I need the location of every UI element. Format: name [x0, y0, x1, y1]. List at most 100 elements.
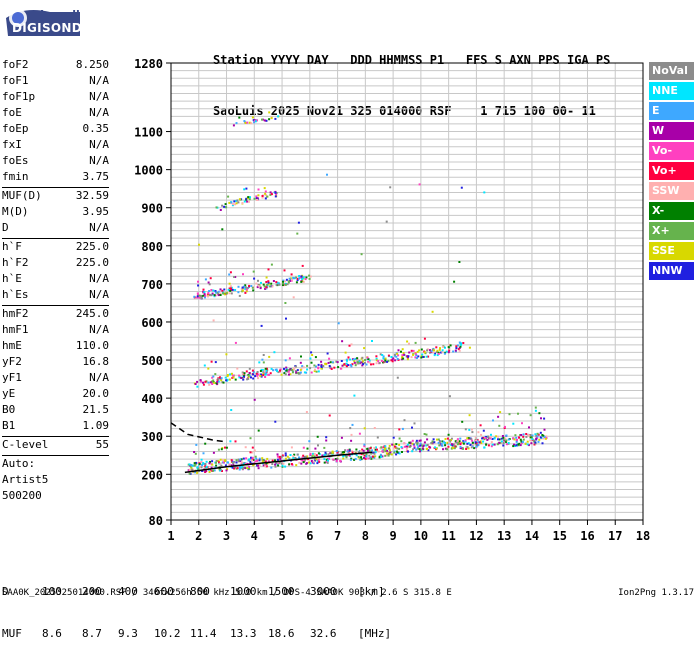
echo-point [535, 437, 538, 440]
echo-point [414, 356, 417, 359]
echo-point [249, 451, 252, 454]
echo-point [431, 440, 434, 443]
echo-point [459, 443, 462, 446]
params-group-clevel: C-level 55 [2, 437, 109, 453]
echo-point [230, 287, 232, 290]
echo-point [256, 119, 258, 122]
distance-value: 1000 [230, 585, 257, 598]
echo-point [415, 354, 418, 357]
echo-point [232, 462, 235, 465]
echo-point [305, 462, 308, 465]
echo-point [266, 195, 269, 198]
echo-point [466, 442, 469, 445]
echo-point [416, 446, 419, 449]
echo-point [520, 434, 523, 436]
file-info: SAA0K_2025325014000.RSF / 340fx256h 50 k… [2, 588, 452, 598]
echo-point [449, 344, 452, 347]
echo-point [235, 199, 238, 202]
param-value: 8.250 [75, 58, 109, 71]
logo-shape [6, 9, 80, 36]
legend-item-e: E [649, 102, 694, 120]
echo-point [265, 372, 267, 375]
echo-point [287, 370, 290, 373]
echo-point [423, 433, 426, 435]
echo-point [467, 438, 470, 441]
echo-point [358, 457, 361, 460]
echo-point [327, 457, 330, 460]
x-tick-label: 9 [390, 529, 397, 543]
echo-point [475, 439, 478, 442]
echo-point [336, 452, 339, 455]
echo-point [214, 361, 217, 364]
echo-point [381, 455, 384, 458]
echo-point [218, 468, 221, 471]
echo-point [302, 454, 305, 457]
echo-point [300, 280, 303, 283]
echo-point [263, 119, 266, 122]
echo-point [278, 282, 280, 285]
echo-point [231, 376, 234, 379]
echo-point [259, 287, 262, 290]
echo-point [276, 455, 279, 458]
echo-point [517, 412, 519, 415]
noise-point [337, 322, 340, 325]
echo-point [198, 294, 201, 297]
echo-point [262, 354, 265, 356]
echo-point [388, 444, 391, 447]
y-tick-label: 1000 [134, 164, 163, 178]
ionogram-chart: 1 2 3 4 5 6 7 8 9 10 11 12 13 14 15 16 17 188020030040050… [134, 57, 650, 543]
echo-point [324, 362, 327, 365]
echo-point [373, 452, 376, 455]
echo-point [363, 347, 366, 350]
echo-point [197, 284, 200, 287]
echo-point [392, 447, 395, 450]
echo-point [522, 438, 525, 441]
y-tick-label: 1100 [134, 126, 163, 140]
muf-unit: [MHz] [358, 627, 392, 640]
echo-point [222, 461, 225, 464]
echo-point [408, 342, 410, 345]
echo-point [287, 280, 290, 283]
echo-point [252, 289, 255, 292]
echo-point [348, 449, 351, 452]
echo-point [294, 365, 297, 368]
echo-point [261, 196, 264, 199]
echo-point [301, 264, 304, 267]
x-tick-label: 3 [223, 529, 230, 543]
echo-point [437, 438, 440, 441]
echo-point [304, 455, 307, 458]
echo-point [244, 446, 247, 449]
echo-point [232, 376, 235, 379]
echo-point [496, 443, 499, 446]
echo-point [211, 292, 214, 295]
echo-point [340, 452, 343, 455]
echo-point [415, 448, 418, 451]
echo-point [323, 446, 326, 449]
echo-point [347, 356, 350, 359]
echo-point [215, 382, 218, 385]
echo-point [309, 452, 312, 455]
echo-point [317, 459, 320, 462]
echo-point [480, 433, 483, 436]
echo-point [392, 443, 395, 446]
param-row-ye: yE 20.0 [2, 386, 109, 402]
echo-point [201, 464, 204, 466]
echo-point [265, 367, 268, 370]
echo-point [290, 279, 293, 282]
echo-point [298, 456, 300, 459]
echo-point [495, 435, 498, 438]
echo-point [310, 460, 313, 462]
x-tick-label: 10 [414, 529, 428, 543]
echo-point [262, 464, 265, 467]
echo-point [259, 370, 262, 372]
echo-point [358, 360, 361, 363]
echo-point [190, 464, 193, 466]
echo-point [243, 375, 245, 378]
echo-point [475, 443, 478, 446]
legend-item-sse: SSE [649, 242, 694, 260]
echo-point [245, 370, 248, 373]
echo-point [316, 435, 319, 438]
echo-point [239, 458, 242, 461]
logo-globe-inner-icon [12, 12, 24, 24]
muf-value: 10.2 [154, 627, 181, 640]
